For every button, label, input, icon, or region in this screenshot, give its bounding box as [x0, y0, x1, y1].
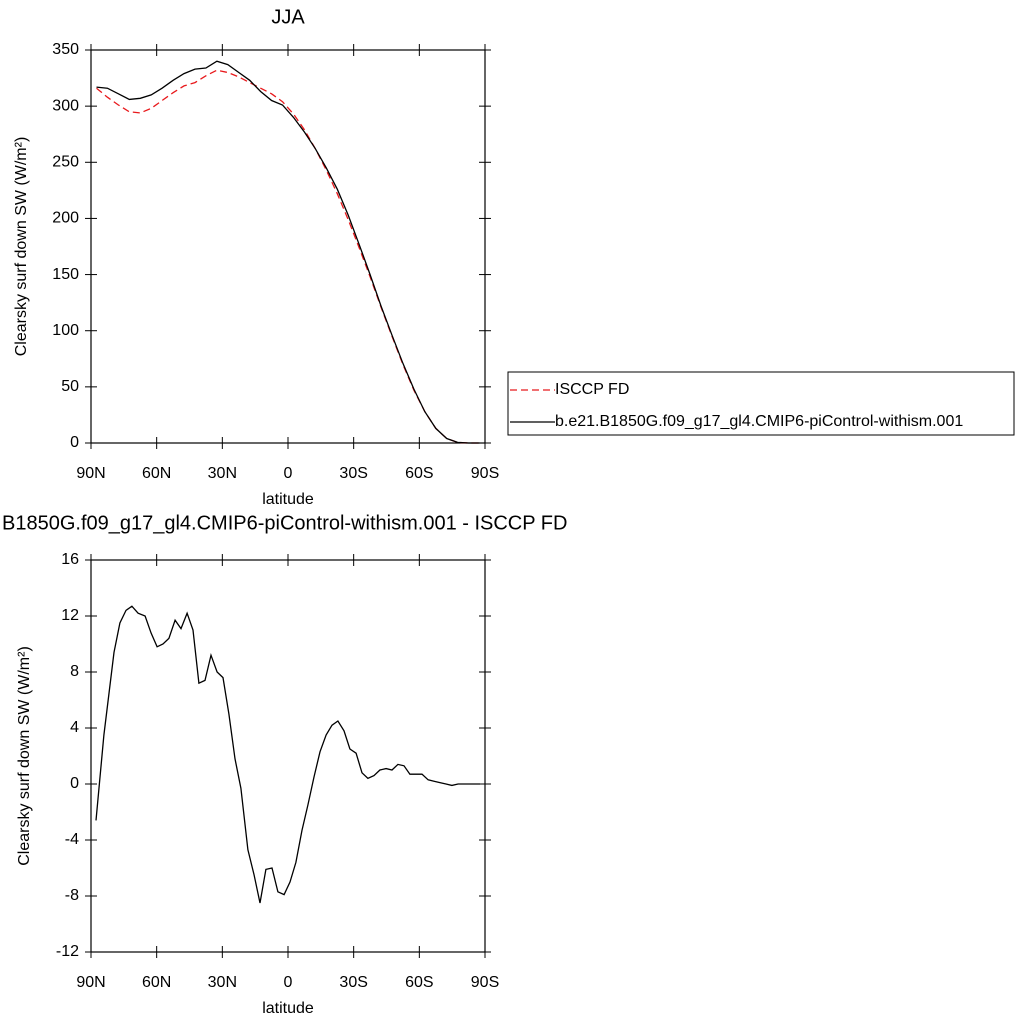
chart-title: JJA — [271, 6, 305, 28]
y-tick-label: 50 — [61, 378, 79, 395]
x-axis-label: latitude — [262, 491, 314, 508]
y-tick-label: 16 — [61, 551, 79, 568]
x-tick-label: 60N — [142, 974, 171, 991]
y-tick-label: 150 — [52, 266, 79, 283]
y-tick-label: 350 — [52, 41, 79, 58]
y-axis-label: Clearsky surf down SW (W/m²) — [13, 137, 30, 357]
x-tick-label: 60S — [405, 974, 433, 991]
y-tick-label: 4 — [70, 719, 79, 736]
legend-label: ISCCP FD — [555, 381, 629, 398]
x-tick-label: 30S — [339, 465, 367, 482]
y-tick-label: -12 — [56, 943, 79, 960]
x-axis-label: latitude — [262, 1000, 314, 1017]
data-line — [95, 605, 480, 904]
y-tick-label: 100 — [52, 322, 79, 339]
x-tick-label: 90N — [76, 465, 105, 482]
y-tick-label: 0 — [70, 775, 79, 792]
chart-title: B1850G.f09_g17_gl4.CMIP6-piControl-withi… — [2, 512, 567, 534]
plot-frame — [90, 49, 486, 444]
y-tick-label: 8 — [70, 663, 79, 680]
y-tick-label: 200 — [52, 210, 79, 227]
plot-frame — [90, 559, 486, 953]
x-tick-label: 90N — [76, 974, 105, 991]
legend-box — [507, 371, 1015, 436]
data-line — [96, 69, 480, 444]
x-tick-label: 60N — [142, 465, 171, 482]
x-tick-label: 0 — [284, 465, 293, 482]
x-tick-label: 90S — [471, 974, 499, 991]
y-tick-label: -8 — [65, 887, 79, 904]
y-tick-label: 0 — [70, 434, 79, 451]
x-tick-label: 30S — [339, 974, 367, 991]
legend-label: b.e21.B1850G.f09_g17_gl4.CMIP6-piControl… — [555, 413, 963, 430]
x-tick-label: 90S — [471, 465, 499, 482]
y-tick-label: 300 — [52, 97, 79, 114]
x-tick-label: 60S — [405, 465, 433, 482]
data-line — [96, 60, 480, 444]
y-tick-label: -4 — [65, 831, 79, 848]
x-tick-label: 30N — [208, 465, 237, 482]
x-tick-label: 30N — [208, 974, 237, 991]
y-axis-label: Clearsky surf down SW (W/m²) — [16, 646, 33, 866]
x-tick-label: 0 — [284, 974, 293, 991]
y-tick-label: 250 — [52, 154, 79, 171]
y-tick-label: 12 — [61, 607, 79, 624]
